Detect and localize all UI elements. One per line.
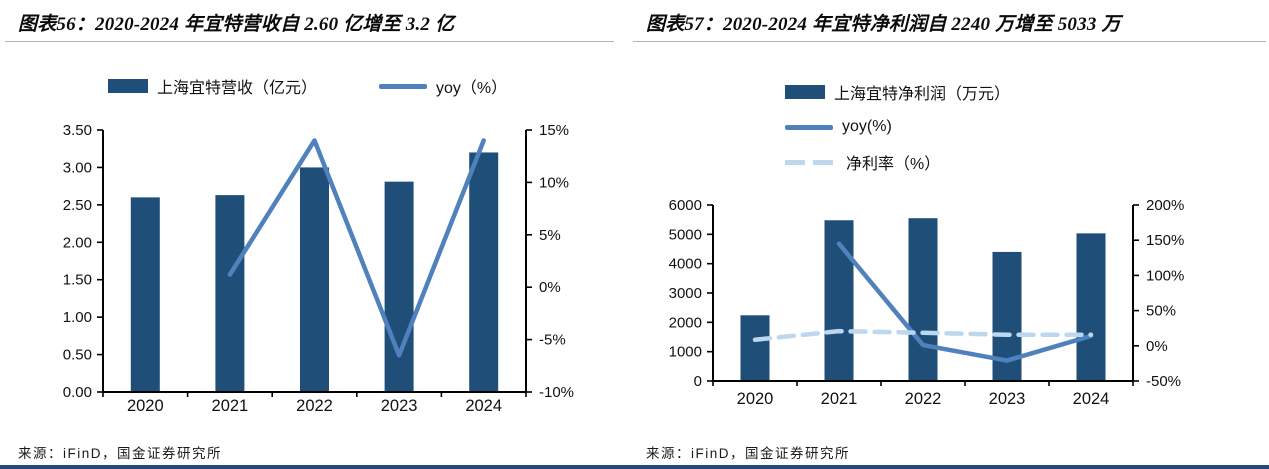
left-axis-tick-label: 0.00 <box>63 384 92 401</box>
left-axis-tick-label: 2.00 <box>63 234 92 251</box>
right-axis-tick-label: 15% <box>539 122 569 139</box>
title-divider <box>5 41 614 42</box>
right-axis-tick-label: -50% <box>1146 373 1181 390</box>
left-axis-tick-label: 3.50 <box>63 122 92 139</box>
right-axis-tick-label: -10% <box>539 384 574 401</box>
line-solid <box>227 138 486 358</box>
x-axis-label: 2024 <box>465 397 502 415</box>
x-axis-label: 2020 <box>737 390 774 408</box>
left-axis-tick-label: 0.50 <box>63 347 92 364</box>
left-axis-tick-label: 1000 <box>669 344 702 361</box>
bar-2022 <box>300 167 329 392</box>
x-axis-label: 2021 <box>821 390 858 408</box>
bar-2020 <box>130 197 160 392</box>
dashed-line-swatch-icon <box>785 159 837 165</box>
revenue-yoy-chart: 0.00 0.50 1.00 1.50 2.00 2.50 3.00 3.50 -10% -5% 0… <box>63 122 574 415</box>
x-axis-label: 2022 <box>296 397 333 415</box>
bar-2023 <box>384 181 414 392</box>
left-axis-tick-label: 0 <box>694 373 702 390</box>
left-axis-tick-label: 3.00 <box>63 159 92 176</box>
right-axis-tick-label: -5% <box>539 332 566 349</box>
x-axis-label: 2023 <box>381 397 418 415</box>
left-axis-tick-label: 1.50 <box>63 272 92 289</box>
chart-title-56: 图表56：2020-2024 年宜特营收自 2.60 亿增至 3.2 亿 <box>18 14 455 35</box>
bar-swatch-icon <box>785 85 825 99</box>
legend-item: yoy（%） <box>379 76 508 97</box>
legend-item: 上海宜特净利润（万元） <box>785 82 1011 103</box>
right-axis-tick-label: 0% <box>1146 338 1168 355</box>
right-axis-tick-label: 100% <box>1146 267 1184 284</box>
bar-2021 <box>215 195 245 392</box>
legend-item: 净利率（%） <box>785 152 1010 173</box>
legend-label: yoy(%) <box>842 118 892 135</box>
bar-2022 <box>908 218 938 381</box>
x-axis-label: 2020 <box>127 397 164 415</box>
revenue-chart-legend: 上海宜特营收（亿元） yoy（%） <box>108 76 508 97</box>
left-axis-tick-label: 2.50 <box>63 197 92 214</box>
x-axis-label: 2021 <box>212 397 249 415</box>
legend-label: 净利率（%） <box>846 156 941 173</box>
left-axis-tick-label: 3000 <box>669 285 702 302</box>
bar-2024 <box>469 152 499 392</box>
profit-chart-panel: 图表57：2020-2024 年宜特净利润自 2240 万增至 5033 万 上… <box>633 6 1269 461</box>
footer-accent-bar <box>0 465 1269 469</box>
profit-yoy-margin-chart: 0 1000 2000 3000 4000 5000 6000 -50% 0% 50% 100% 15… <box>669 197 1185 408</box>
x-axis-label: 2024 <box>1073 390 1110 408</box>
right-axis-tick-label: 50% <box>1146 303 1176 320</box>
legend-item: yoy(%) <box>785 117 1010 137</box>
line-solid <box>836 241 1094 363</box>
revenue-chart-panel: 图表56：2020-2024 年宜特营收自 2.60 亿增至 3.2 亿 上海宜… <box>5 6 617 461</box>
left-axis-tick-label: 1.00 <box>63 309 92 326</box>
bar-2024 <box>1076 233 1106 381</box>
legend-label: 上海宜特营收（亿元） <box>157 80 318 97</box>
line-dashed <box>752 328 1094 342</box>
legend-label: 上海宜特净利润（万元） <box>834 86 1011 103</box>
title-divider <box>633 41 1266 42</box>
bar-2020 <box>740 315 770 381</box>
left-axis-tick-label: 6000 <box>669 197 702 214</box>
x-axis-label: 2023 <box>989 390 1026 408</box>
source-note: 来源：iFinD，国金证券研究所 <box>646 446 851 461</box>
x-axis-label: 2022 <box>905 390 942 408</box>
legend-item: 上海宜特营收（亿元） <box>108 76 318 97</box>
right-axis-tick-label: 0% <box>539 279 561 296</box>
left-axis-tick-label: 5000 <box>669 226 702 243</box>
left-axis-tick-label: 2000 <box>669 314 702 331</box>
right-axis-tick-label: 150% <box>1146 232 1184 249</box>
legend-label: yoy（%） <box>436 80 508 97</box>
line-swatch-icon <box>379 83 428 89</box>
line-swatch-icon <box>785 124 833 130</box>
right-axis-tick-label: 200% <box>1146 197 1184 214</box>
bar-swatch-icon <box>108 79 148 93</box>
left-axis-tick-label: 4000 <box>669 256 702 273</box>
source-note: 来源：iFinD，国金证券研究所 <box>18 446 223 461</box>
right-axis-tick-label: 10% <box>539 174 569 191</box>
chart-title-57: 图表57：2020-2024 年宜特净利润自 2240 万增至 5033 万 <box>646 14 1121 35</box>
right-axis-tick-label: 5% <box>539 227 561 244</box>
profit-chart-legend: 上海宜特净利润（万元） yoy(%) 净利率（%） <box>785 82 1011 173</box>
